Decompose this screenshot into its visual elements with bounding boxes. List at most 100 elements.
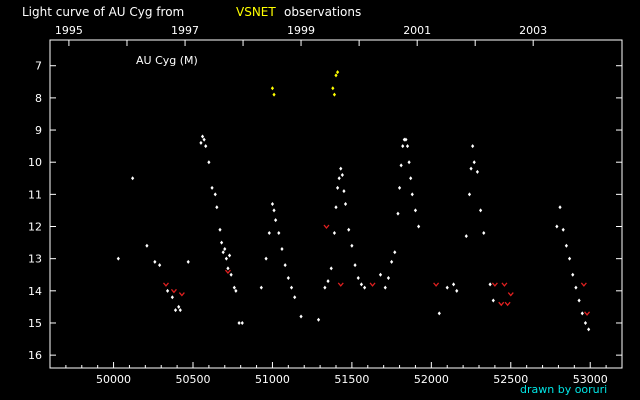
data-point-visual xyxy=(158,263,162,268)
data-point-fainter_than xyxy=(224,269,231,275)
data-point-visual xyxy=(471,144,475,149)
data-point-visual xyxy=(131,176,135,181)
data-point-visual xyxy=(199,140,203,145)
data-point-visual xyxy=(469,166,473,171)
data-point-visual xyxy=(337,176,341,181)
data-point-visual xyxy=(574,285,578,290)
data-point-visual xyxy=(555,224,559,229)
year-tick-label: 1999 xyxy=(287,24,315,37)
data-point-visual xyxy=(417,224,421,229)
data-point-visual xyxy=(577,298,581,303)
data-point-visual xyxy=(170,295,174,300)
data-point-visual xyxy=(280,247,284,252)
data-point-visual xyxy=(204,144,208,149)
data-point-visual xyxy=(567,256,572,261)
data-point-visual xyxy=(437,311,441,316)
data-point-visual xyxy=(482,230,486,235)
data-point-other xyxy=(334,73,338,78)
data-point-visual xyxy=(213,192,217,197)
data-point-visual xyxy=(323,285,327,290)
data-point-visual xyxy=(396,211,400,216)
data-point-visual xyxy=(410,192,414,197)
data-point-visual xyxy=(580,311,584,316)
data-point-visual xyxy=(259,285,263,290)
data-point-fainter_than xyxy=(433,282,440,287)
y-tick-label: 11 xyxy=(28,188,42,201)
data-point-visual xyxy=(277,230,281,235)
data-point-visual xyxy=(583,320,588,325)
data-point-visual xyxy=(347,227,351,232)
chart-title-source: VSNET xyxy=(236,5,276,19)
data-point-fainter_than xyxy=(501,282,508,287)
data-point-visual xyxy=(264,256,268,261)
y-tick-label: 14 xyxy=(28,285,42,298)
data-point-other xyxy=(272,92,276,97)
year-tick-label: 2003 xyxy=(519,24,547,37)
data-point-visual xyxy=(224,256,228,261)
data-point-visual xyxy=(397,185,402,190)
data-point-visual xyxy=(407,160,411,165)
data-point-visual xyxy=(340,173,344,178)
data-point-visual xyxy=(289,285,294,290)
data-point-visual xyxy=(399,163,403,168)
x-tick-label: 51500 xyxy=(334,373,369,386)
data-point-visual xyxy=(210,185,214,190)
data-point-visual xyxy=(335,185,340,190)
data-point-fainter_than xyxy=(369,282,376,287)
y-tick-label: 13 xyxy=(28,253,42,266)
data-point-fainter_than xyxy=(162,282,169,287)
data-point-other xyxy=(331,86,335,91)
data-point-visual xyxy=(413,208,418,213)
data-point-visual xyxy=(404,137,408,142)
data-point-visual xyxy=(116,256,120,261)
x-tick-label: 50000 xyxy=(96,373,131,386)
data-point-visual xyxy=(558,205,562,210)
data-point-visual xyxy=(232,285,236,290)
data-point-visual xyxy=(383,285,387,290)
data-point-visual xyxy=(386,275,391,280)
data-point-visual xyxy=(234,288,238,293)
data-point-fainter_than xyxy=(580,282,587,287)
data-point-visual xyxy=(165,288,170,293)
year-tick-label: 1997 xyxy=(171,24,199,37)
data-point-visual xyxy=(393,250,397,255)
data-point-visual xyxy=(378,272,383,277)
y-tick-label: 9 xyxy=(35,124,42,137)
data-point-visual xyxy=(177,304,181,309)
data-point-visual xyxy=(227,253,232,258)
data-point-visual xyxy=(221,250,225,255)
x-tick-label: 50500 xyxy=(176,373,211,386)
data-point-visual xyxy=(343,202,348,206)
x-tick-label: 53000 xyxy=(573,373,608,386)
data-point-visual xyxy=(274,218,278,223)
data-point-visual xyxy=(564,243,568,248)
data-point-visual xyxy=(316,317,321,322)
y-tick-label: 7 xyxy=(35,60,42,73)
data-point-visual xyxy=(401,144,405,149)
data-point-fainter_than xyxy=(170,288,177,294)
data-point-visual xyxy=(445,285,449,290)
data-point-fainter_than xyxy=(491,282,498,287)
credit-label: drawn by ooruri xyxy=(520,383,607,396)
data-point-visual xyxy=(153,259,157,264)
data-point-visual xyxy=(145,243,149,248)
y-axis: 7 8 9 10 11 12 13 14 15 16 xyxy=(28,60,622,362)
data-point-visual xyxy=(451,282,456,287)
data-point-fainter_than xyxy=(178,292,185,297)
star-name-label: AU Cyg (M) xyxy=(136,54,198,67)
data-point-visual xyxy=(472,160,476,165)
x-tick-label: 51000 xyxy=(255,373,290,386)
data-point-fainter_than xyxy=(498,301,505,307)
data-point-visual xyxy=(334,205,338,210)
chart-title-suffix: observations xyxy=(284,5,361,19)
plot-frame xyxy=(49,39,623,369)
data-point-visual xyxy=(356,275,360,280)
data-point-other xyxy=(270,86,275,91)
data-point-other xyxy=(332,92,337,97)
data-point-visual xyxy=(587,327,591,332)
data-point-fainter_than xyxy=(337,282,344,287)
data-point-visual xyxy=(332,230,337,235)
x-tick-label: 52500 xyxy=(493,373,528,386)
data-point-visual xyxy=(207,160,211,165)
year-tick-label: 1995 xyxy=(55,24,83,37)
